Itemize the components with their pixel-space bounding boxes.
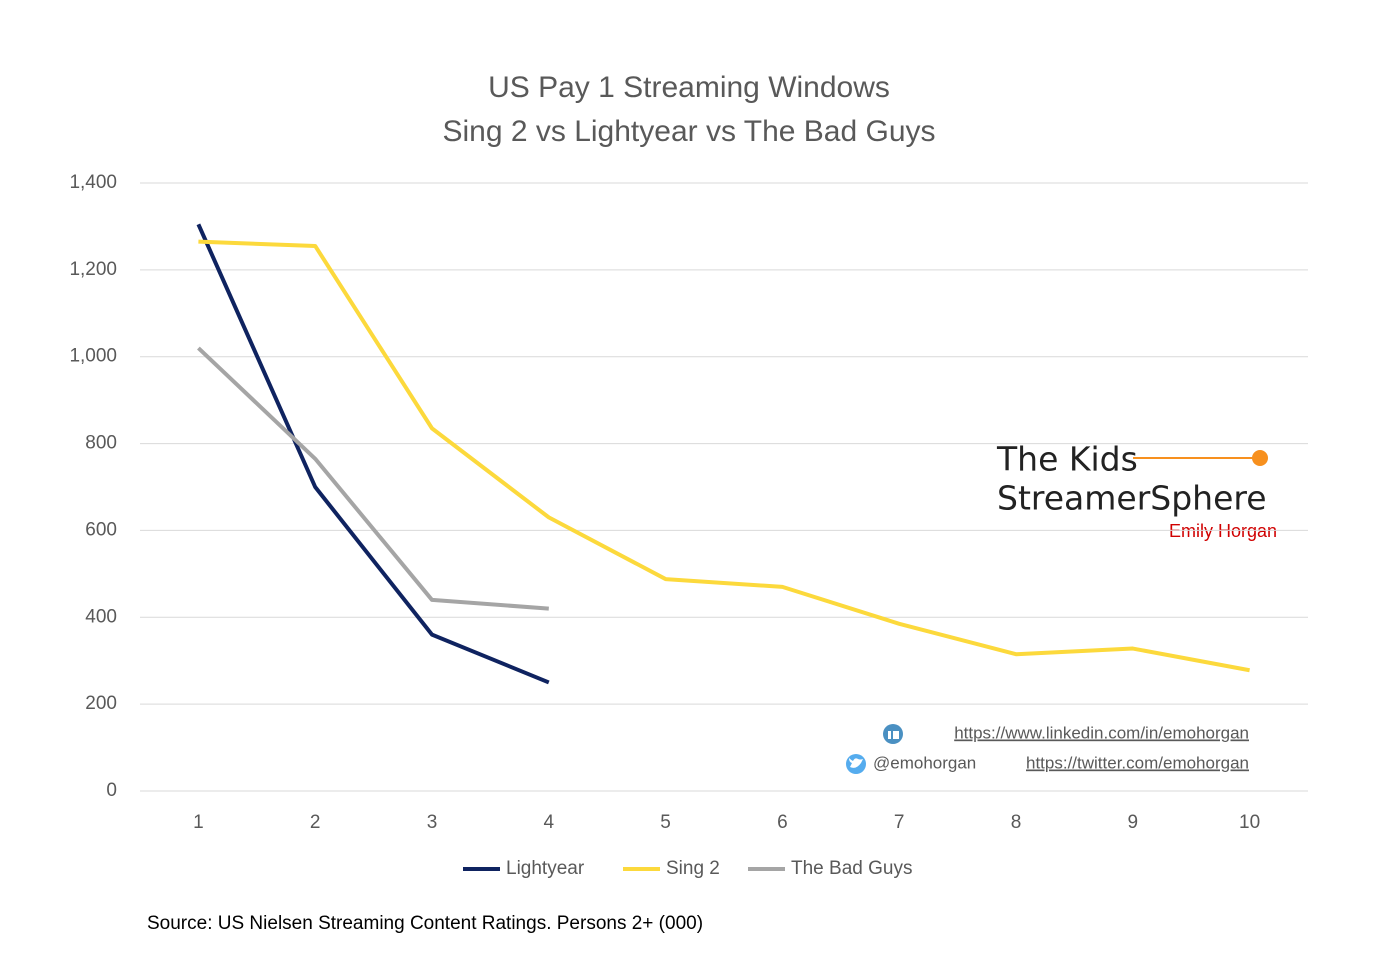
y-tick-label: 1,200	[69, 259, 117, 280]
series-line	[196, 223, 550, 685]
y-tick-label: 400	[85, 606, 117, 627]
series-line	[197, 346, 549, 611]
linkedin-icon-glyph	[893, 731, 899, 739]
x-tick-label: 6	[777, 812, 788, 833]
x-tick-label: 9	[1128, 812, 1139, 833]
y-tick-label: 1,000	[69, 346, 117, 367]
y-tick-label: 600	[85, 519, 117, 540]
y-tick-label: 800	[85, 433, 117, 454]
y-tick-label: 200	[85, 693, 117, 714]
series-line	[198, 239, 1250, 673]
twitter-link[interactable]: https://twitter.com/emohorgan	[1026, 753, 1249, 772]
x-tick-label: 1	[193, 812, 204, 833]
logo-line2: StreamerSphere	[997, 479, 1267, 518]
y-tick-label: 1,400	[69, 172, 117, 193]
logo-dot	[1252, 450, 1268, 466]
linkedin-link[interactable]: https://www.linkedin.com/in/emohorgan	[954, 723, 1249, 742]
x-tick-label: 8	[1011, 812, 1022, 833]
twitter-icon-glyph	[849, 758, 863, 768]
legend-label: Sing 2	[666, 858, 720, 879]
source-note: Source: US Nielsen Streaming Content Rat…	[147, 913, 703, 934]
chart-subtitle: Sing 2 vs Lightyear vs The Bad Guys	[442, 115, 935, 148]
chart-title: US Pay 1 Streaming Windows	[488, 71, 890, 104]
x-tick-label: 5	[660, 812, 671, 833]
twitter-handle: @emohorgan	[873, 753, 976, 772]
grid	[140, 182, 1308, 792]
linkedin-icon-glyph	[888, 731, 891, 739]
logo-line1: The Kids	[996, 440, 1138, 479]
x-tick-label: 4	[544, 812, 555, 833]
logo: The Kids StreamerSphere Emily Horgan	[996, 440, 1277, 541]
legend-label: Lightyear	[506, 858, 585, 879]
x-tick-label: 3	[427, 812, 438, 833]
x-tick-label: 2	[310, 812, 321, 833]
x-tick-label: 10	[1239, 812, 1260, 833]
y-tick-label: 0	[106, 780, 117, 801]
x-tick-label: 7	[894, 812, 905, 833]
legend-label: The Bad Guys	[791, 858, 912, 879]
